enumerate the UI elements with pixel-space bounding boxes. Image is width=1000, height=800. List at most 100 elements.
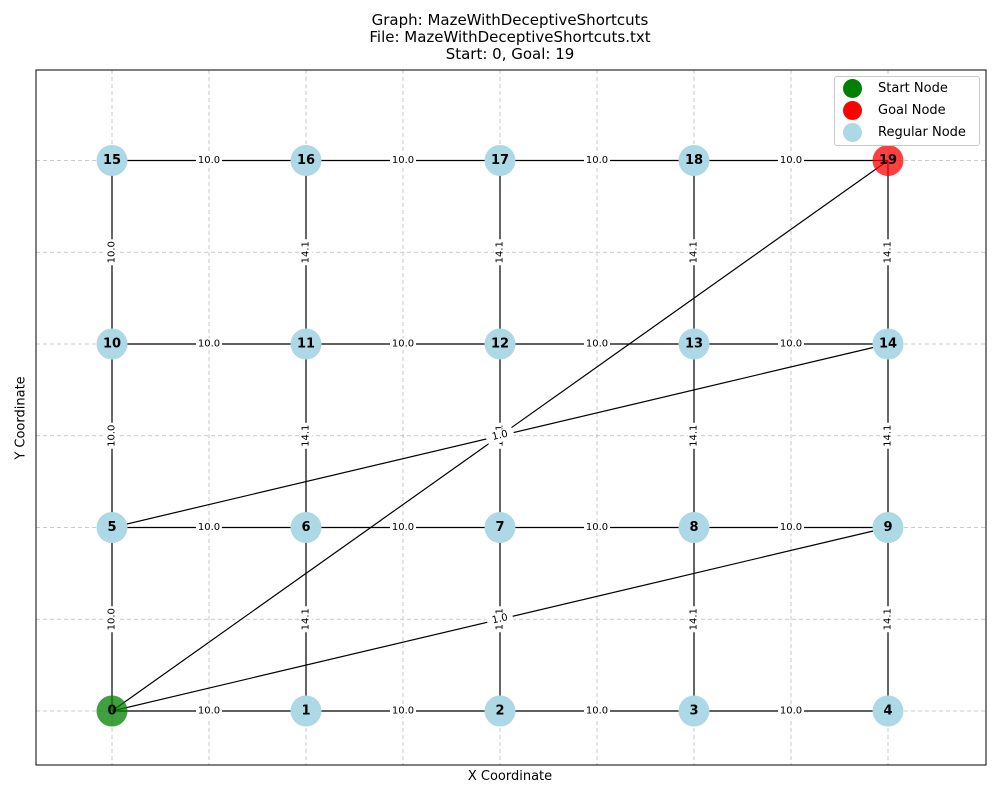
y-axis-label: Y Coordinate — [13, 376, 29, 460]
regular-node-11: 11 — [290, 328, 322, 360]
grid-lines — [36, 70, 986, 765]
regular-node-2: 2 — [484, 695, 516, 727]
node-label: 19 — [879, 153, 897, 168]
edge-label-6-7: 10.0 — [390, 521, 416, 534]
edge-label-bg — [778, 154, 804, 167]
edge-weight: 10.0 — [586, 706, 608, 717]
edge-label-bg — [494, 239, 506, 266]
edge-label-bg — [485, 426, 515, 445]
edge-label-5-10: 10.0 — [106, 422, 118, 449]
regular-node-18: 18 — [678, 145, 710, 176]
node-circle — [96, 695, 128, 727]
edge-weight: 14.1 — [883, 241, 894, 263]
node-circle — [678, 695, 710, 727]
edge-label-4-9: 14.1 — [882, 606, 894, 633]
edge-weight: 10.0 — [586, 155, 608, 166]
edge-label-bg — [196, 154, 222, 167]
edge-label-14-19: 14.1 — [882, 239, 894, 266]
edge-weight: 10.0 — [392, 155, 414, 166]
edge-label-bg — [688, 239, 700, 266]
regular-node-15: 15 — [96, 145, 128, 176]
edge-label-6-11: 14.1 — [300, 422, 312, 449]
node-circle — [96, 145, 128, 176]
edge-weight: 10.0 — [198, 155, 220, 166]
edge-weight: 14.1 — [301, 425, 312, 447]
graph-title: Graph: MazeWithDeceptiveShortcuts File: … — [0, 12, 1000, 63]
regular-node-10: 10 — [96, 328, 128, 360]
node-circle — [290, 145, 322, 176]
edge-weight: 10.0 — [392, 706, 414, 717]
edge-label-bg — [300, 239, 312, 266]
edge-label-10-15: 10.0 — [106, 239, 118, 266]
edge-weight: 10.0 — [780, 339, 802, 350]
regular-node-6: 6 — [290, 512, 322, 543]
edge-label-bg — [882, 422, 894, 449]
edge-weight: 10.0 — [198, 522, 220, 533]
edge-weight: 10.0 — [392, 522, 414, 533]
regular-node-7: 7 — [484, 512, 516, 543]
edge-label-bg — [485, 610, 515, 629]
node-circle — [96, 512, 128, 543]
edge-weight: 14.1 — [689, 241, 700, 263]
edge-label-bg — [196, 705, 222, 717]
edge-label-18-19: 10.0 — [778, 154, 804, 167]
node-circle — [678, 512, 710, 543]
edge-weight: 10.0 — [586, 522, 608, 533]
edge-label-0-1: 10.0 — [196, 705, 222, 717]
edge-label-16-17: 10.0 — [390, 154, 416, 167]
node-label: 5 — [107, 520, 116, 535]
node-label: 7 — [495, 520, 504, 535]
edge-label-bg — [778, 338, 804, 350]
legend-item-start: Start Node — [835, 78, 979, 99]
legend: Start Node Goal Node Regular Node — [834, 76, 980, 146]
edge-label-bg — [300, 422, 312, 449]
edge-weight: 14.1 — [883, 608, 894, 630]
edge-label-bg — [778, 705, 804, 717]
edge-label-0-9: 1.0 — [485, 610, 515, 629]
legend-label-start: Start Node — [878, 81, 948, 96]
node-circle — [872, 328, 904, 360]
edge-label-1-2: 10.0 — [390, 705, 416, 717]
edge-label-bg — [196, 521, 222, 534]
edge-weight: 10.0 — [586, 339, 608, 350]
node-circle — [96, 328, 128, 360]
edge-label-12-13: 10.0 — [584, 338, 610, 350]
edge-label-17-18: 10.0 — [584, 154, 610, 167]
goal-node-19: 19 — [872, 145, 904, 176]
edge-label-3-8: 14.1 — [688, 606, 700, 633]
regular-node-16: 16 — [290, 145, 322, 176]
edge-label-3-4: 10.0 — [778, 705, 804, 717]
node-label: 13 — [685, 337, 703, 352]
node-circle — [290, 512, 322, 543]
edge-label-5-14: 1.0 — [485, 426, 515, 445]
edge-label-bg — [688, 422, 700, 449]
edge-weight: 14.1 — [689, 425, 700, 447]
edge-label-8-13: 14.1 — [688, 422, 700, 449]
edge-label-13-18: 14.1 — [688, 239, 700, 266]
node-label: 15 — [103, 153, 121, 168]
edges — [111, 159, 889, 712]
legend-label-goal: Goal Node — [878, 103, 946, 118]
edge-weight: 10.0 — [780, 522, 802, 533]
regular-node-8: 8 — [678, 512, 710, 543]
node-circle — [872, 512, 904, 543]
x-axis-label: X Coordinate — [467, 769, 553, 784]
edge-label-bg — [584, 705, 610, 717]
regular-node-12: 12 — [484, 328, 516, 360]
edge-label-bg — [196, 338, 222, 350]
node-label: 8 — [689, 520, 698, 535]
node-circle — [872, 145, 904, 176]
regular-node-5: 5 — [96, 512, 128, 543]
edge-weight: 1.0 — [491, 429, 509, 443]
node-label: 10 — [103, 337, 121, 352]
edge-label-bg — [390, 705, 416, 717]
edge-weight-labels: 10.0 10.0 10.0 10.0 10.0 10.0 10.0 10.0 10.0 10.0… — [106, 154, 894, 717]
edge-label-bg — [390, 154, 416, 167]
node-label: 17 — [491, 153, 509, 168]
title-line-file: File: MazeWithDeceptiveShortcuts.txt — [369, 28, 651, 46]
edge-label-5-6: 10.0 — [196, 521, 222, 534]
node-label: 1 — [301, 704, 310, 719]
node-label: 0 — [107, 704, 116, 719]
node-label: 18 — [685, 153, 703, 168]
